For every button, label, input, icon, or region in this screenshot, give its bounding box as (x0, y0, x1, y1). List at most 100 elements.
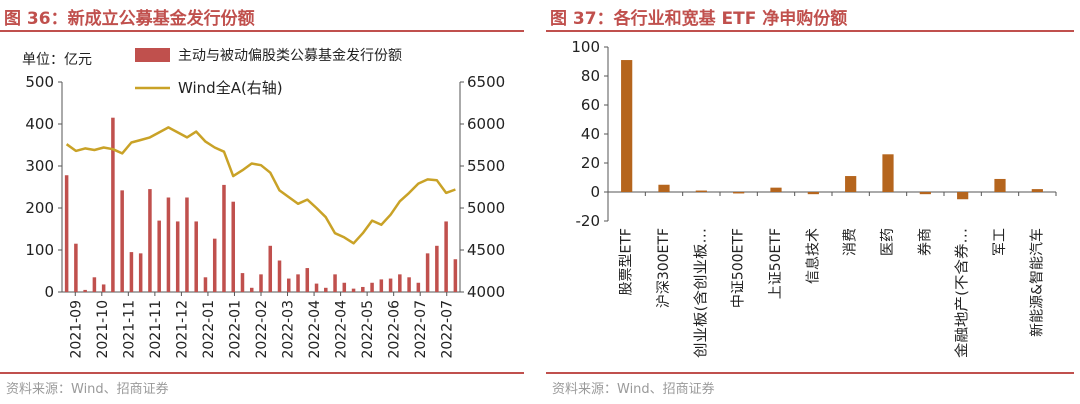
fund-issuance-bar (64, 175, 69, 292)
fund-issuance-bar (361, 286, 365, 292)
fund-issuance-bar (231, 201, 235, 292)
y-tick-label: 100 (571, 38, 600, 56)
category-label: 券商 (917, 228, 933, 256)
x-tick-label: 2021-10 (95, 300, 111, 359)
fund-issuance-bar (398, 274, 402, 292)
fund-issuance-bar (240, 273, 245, 292)
etf-net-subscription-bar (658, 184, 670, 192)
etf-net-subscription-bar (695, 190, 707, 192)
x-tick-label: 2022-07 (440, 300, 456, 359)
etf-net-subscription-bar (957, 192, 969, 200)
x-tick-label: 2022-04 (307, 300, 323, 359)
x-tick-label: 2022-02 (254, 300, 270, 359)
fund-issuance-bar (259, 274, 263, 292)
fund-issuance-bar (175, 221, 180, 292)
fund-issuance-bar (157, 220, 161, 292)
category-label: 医药 (880, 228, 896, 256)
fund-issuance-bar (351, 288, 356, 292)
left-title-rule (0, 30, 524, 32)
category-label: 沪深300ETF (656, 228, 672, 308)
y-tick-label: 0 (590, 183, 600, 201)
y-tick-label: 20 (581, 154, 600, 172)
unit-label: 单位：亿元 (22, 52, 92, 68)
fund-issuance-bar (194, 221, 198, 292)
left-chart-title: 图 36：新成立公募基金发行份额 (4, 9, 255, 29)
fund-issuance-bar (379, 279, 384, 292)
fund-issuance-bar (296, 274, 300, 292)
x-tick-label: 2022-07 (413, 300, 429, 359)
fund-issuance-bar (129, 252, 134, 292)
category-label: 消费 (843, 228, 859, 256)
x-tick-label: 2021-12 (174, 300, 190, 359)
fund-issuance-bar (74, 243, 78, 292)
x-tick-label: 2022-04 (334, 300, 350, 359)
right-chart-title: 图 37：各行业和宽基 ETF 净申购份额 (550, 9, 848, 29)
fund-issuance-bar (287, 278, 291, 292)
fund-issuance-bar (370, 282, 374, 292)
x-tick-label: 2021-09 (68, 300, 84, 359)
fund-issuance-bar (148, 189, 152, 292)
fund-issuance-bar (453, 259, 458, 292)
fund-issuance-bar (138, 253, 143, 292)
etf-net-subscription-bar (919, 192, 931, 195)
etf-net-subscription-bar (882, 154, 894, 192)
fund-issuance-bar (425, 253, 430, 292)
right-source-text: 资料来源：Wind、招商证券 (552, 382, 715, 397)
fund-issuance-bar (166, 197, 171, 292)
category-label: 军工 (992, 228, 1008, 256)
legend-bar-label: 主动与被动偏股类公募基金发行份额 (178, 47, 402, 64)
right-chart-svg: -20 0 20 40 60 80 100 股票型ETF 沪深300ETF 创业板(含创业板… 中证… (571, 38, 1057, 358)
right-y-tick-label: 5500 (467, 157, 505, 175)
right-y-tick-label: 4000 (467, 283, 505, 301)
right-y-tick-label: 6000 (467, 115, 505, 133)
fund-issuance-bar (435, 245, 439, 292)
category-label: 股票型ETF (619, 228, 635, 295)
left-y-tick-label: 500 (25, 73, 54, 91)
right-y-tick-label: 5000 (467, 199, 505, 217)
category-label: 创业板(含创业板… (693, 228, 709, 358)
x-tick-label: 2022-01 (227, 300, 243, 359)
y-tick-label: 80 (581, 67, 600, 85)
category-label: 新能源&智能汽车 (1028, 228, 1045, 337)
fund-issuance-bar (268, 245, 273, 292)
fund-issuance-bar (388, 278, 393, 292)
legend-bar-swatch (135, 48, 170, 62)
fund-issuance-bar (92, 277, 97, 292)
right-source-rule (546, 372, 1074, 374)
fund-issuance-bar (222, 184, 226, 292)
fund-issuance-bar (111, 117, 115, 292)
fund-issuance-bar (249, 287, 254, 292)
category-label: 中证500ETF (731, 228, 747, 308)
fund-issuance-bar (305, 268, 310, 292)
right-title-rule (546, 30, 1074, 32)
left-y-tick-label: 100 (25, 241, 54, 259)
category-label: 上证50ETF (768, 228, 784, 299)
fund-issuance-bar (324, 287, 328, 292)
left-y-tick-label: 400 (25, 115, 54, 133)
right-chart-panel: 图 37：各行业和宽基 ETF 净申购份额 -20 0 20 40 60 80 100 股票型… (546, 0, 1080, 404)
x-tick-label: 2022-01 (201, 300, 217, 359)
fund-issuance-bar (444, 221, 448, 292)
right-y-tick-label: 6500 (467, 73, 505, 91)
fund-issuance-bar (277, 260, 282, 292)
left-source-text: 资料来源：Wind、招商证券 (6, 382, 169, 397)
left-chart-panel: 图 36：新成立公募基金发行份额 0 100 200 300 400 500 4000 450… (0, 0, 530, 404)
y-tick-label: 40 (581, 125, 600, 143)
fund-issuance-bar (416, 282, 421, 292)
etf-net-subscription-bar (807, 192, 819, 195)
fund-issuance-bar (83, 289, 87, 292)
fund-issuance-bar (212, 238, 217, 292)
fund-issuance-bar (203, 277, 208, 292)
category-label: 信息技术 (804, 228, 821, 284)
left-y-tick-label: 200 (25, 199, 54, 217)
fund-issuance-bar (185, 197, 189, 292)
category-label: 金融地产(不含券… (955, 228, 971, 358)
fund-issuance-bar (120, 190, 124, 292)
x-tick-label: 2022-06 (387, 300, 403, 359)
x-tick-label: 2021-11 (121, 300, 137, 359)
legend-line-label: Wind全A(右轴) (178, 79, 283, 97)
etf-net-subscription-bar (845, 176, 857, 192)
wind-a-index-line (65, 126, 456, 245)
left-chart-svg: 0 100 200 300 400 500 4000 4500 5000 5500 6000 6500… (22, 47, 505, 359)
etf-net-subscription-bar (621, 60, 633, 192)
